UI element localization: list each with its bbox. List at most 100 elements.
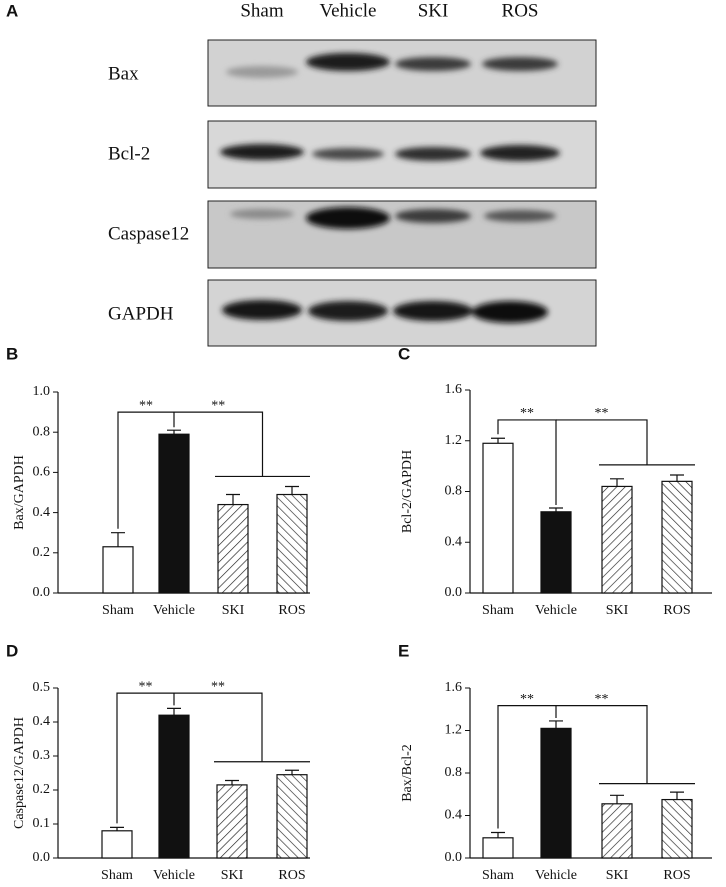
blot-strip: [207, 279, 597, 347]
y-tick-label: 0.0: [33, 850, 51, 865]
error-bar: [491, 831, 505, 838]
x-tick-label: Sham: [102, 603, 134, 618]
y-tick-label: 0.2: [33, 545, 51, 560]
significance-bracket: [117, 411, 175, 529]
error-bar: [226, 493, 240, 505]
western-blot: A Sham Vehicle SKI ROS Bax Bcl-2 Caspase…: [6, 0, 597, 347]
panel-label: C: [398, 344, 410, 363]
y-tick-label: 0.0: [445, 850, 463, 865]
y-axis-label: Bax/GAPDH: [12, 455, 27, 530]
y-tick-label: 0.4: [445, 534, 463, 549]
y-axis-label: Bax/Bcl-2: [400, 744, 415, 802]
bar: [158, 433, 190, 594]
significance-bracket: [556, 705, 695, 785]
y-tick-label: 0.4: [33, 714, 51, 729]
significance-bracket: [174, 411, 310, 478]
y-tick-label: 0.3: [33, 748, 51, 763]
x-tick-label: Vehicle: [535, 603, 577, 618]
bar: [102, 546, 134, 594]
row-label: Caspase12: [108, 223, 189, 244]
error-bar: [670, 474, 684, 482]
y-tick-label: 0.0: [33, 585, 51, 600]
panel-label: E: [398, 641, 409, 660]
bar: [540, 511, 572, 594]
x-tick-label: SKI: [222, 603, 245, 618]
lane-label: SKI: [418, 0, 449, 21]
error-bar: [110, 826, 124, 831]
y-axis-label: Caspase12/GAPDH: [12, 717, 27, 829]
error-bar: [610, 478, 624, 487]
y-tick-label: 0.8: [445, 484, 463, 499]
row-label: Bax: [108, 63, 139, 84]
bar: [482, 837, 514, 859]
significance-label: **: [211, 679, 225, 694]
significance-label: **: [595, 692, 609, 707]
x-tick-label: ROS: [663, 868, 690, 883]
y-tick-label: 1.2: [445, 723, 463, 738]
y-tick-label: 1.6: [445, 680, 463, 695]
bar: [216, 784, 248, 859]
y-tick-label: 1.0: [33, 384, 51, 399]
bar: [661, 798, 693, 859]
x-tick-label: Sham: [482, 603, 514, 618]
bar-chart: D Caspase12/GAPDH 0.0 0.1 0.2 0.3 0.4 0.5 Sham Ve…: [6, 641, 310, 883]
x-tick-label: ROS: [278, 868, 305, 883]
y-axis-label: Bcl-2/GAPDH: [400, 450, 415, 533]
significance-label: **: [595, 406, 609, 421]
x-tick-label: Vehicle: [153, 603, 195, 618]
x-tick-label: ROS: [278, 603, 305, 618]
error-bar: [225, 779, 239, 785]
lane-label: Sham: [240, 0, 284, 21]
x-tick-label: Vehicle: [153, 868, 195, 883]
bar-chart: E Bax/Bcl-2 0.0 0.4 0.8 1.2 1.6 Sham Vehicle SKI R…: [398, 641, 712, 883]
error-bar: [285, 769, 299, 775]
y-tick-label: 1.6: [445, 382, 463, 397]
y-tick-label: 0.4: [33, 505, 51, 520]
significance-bracket: [116, 692, 175, 824]
bar: [101, 830, 133, 859]
y-tick-label: 0.2: [33, 782, 51, 797]
significance-label: **: [520, 406, 534, 421]
panel-label: B: [6, 344, 18, 363]
bar: [661, 480, 693, 594]
bar: [276, 774, 308, 859]
error-bar: [167, 429, 181, 435]
y-tick-label: 0.0: [445, 585, 463, 600]
y-tick-label: 0.8: [445, 765, 463, 780]
error-bar: [549, 507, 563, 512]
bar: [540, 727, 572, 859]
error-bar: [491, 437, 505, 444]
error-bar: [285, 485, 299, 495]
bar: [601, 485, 633, 594]
row-label: GAPDH: [108, 303, 174, 324]
y-tick-label: 0.6: [33, 465, 51, 480]
lane-label: ROS: [502, 0, 539, 21]
x-tick-label: ROS: [663, 603, 690, 618]
panel-label: D: [6, 641, 18, 660]
x-tick-label: Sham: [101, 868, 133, 883]
x-tick-label: SKI: [606, 868, 629, 883]
x-tick-label: Vehicle: [535, 868, 577, 883]
blot-strip: [207, 39, 597, 107]
y-tick-label: 0.1: [33, 816, 51, 831]
bar: [158, 714, 190, 859]
bar: [482, 442, 514, 594]
significance-label: **: [139, 398, 153, 413]
blot-strip: [207, 200, 597, 269]
significance-bracket: [174, 692, 310, 763]
y-tick-label: 0.5: [33, 680, 51, 695]
significance-label: **: [139, 679, 153, 694]
x-tick-label: Sham: [482, 868, 514, 883]
significance-bracket: [497, 705, 557, 829]
bar: [217, 503, 249, 594]
row-label: Bcl-2: [108, 143, 150, 164]
bar: [601, 803, 633, 859]
significance-label: **: [520, 692, 534, 707]
error-bar: [670, 791, 684, 800]
significance-bracket: [556, 419, 695, 466]
lane-label: Vehicle: [320, 0, 377, 21]
bar-chart: B Bax/GAPDH 0.0 0.2 0.4 0.6 0.8 1.0 Sham Vehicle S…: [6, 344, 310, 618]
x-tick-label: SKI: [221, 868, 244, 883]
